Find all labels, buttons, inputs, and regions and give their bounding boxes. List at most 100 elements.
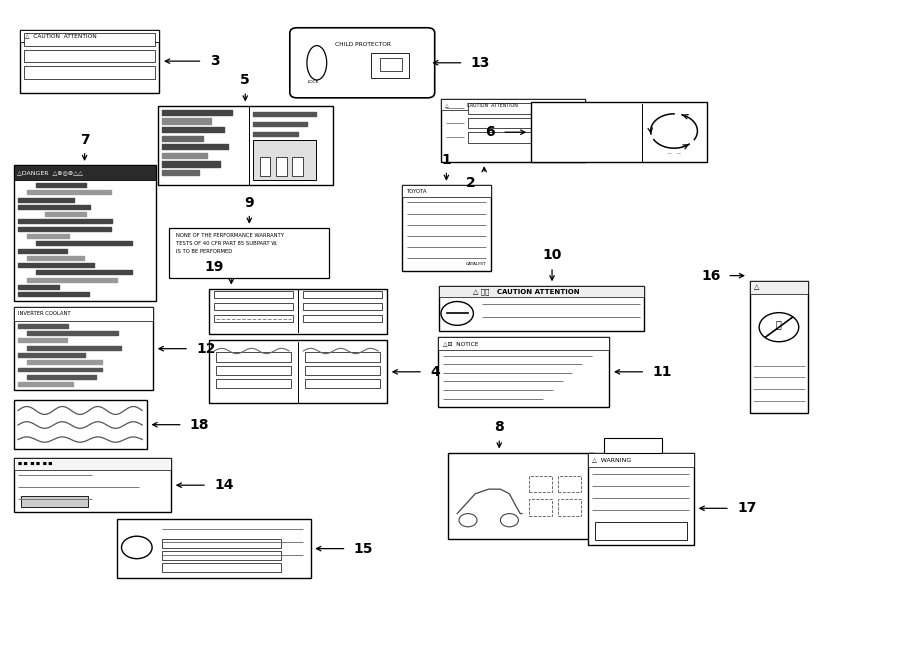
Bar	[468, 118, 580, 128]
Bar	[588, 453, 694, 467]
Text: △: △	[754, 284, 760, 291]
Bar	[531, 102, 706, 162]
Text: 14: 14	[214, 478, 234, 492]
Bar	[439, 286, 644, 297]
Text: ~  ~: ~ ~	[667, 151, 681, 157]
Bar	[305, 379, 380, 388]
Bar	[214, 303, 292, 310]
Text: TESTS OF 40 CFR PART 85 SUBPART W.: TESTS OF 40 CFR PART 85 SUBPART W.	[176, 241, 278, 247]
Bar	[303, 315, 382, 322]
Bar	[448, 453, 594, 539]
Bar	[216, 379, 291, 388]
Bar	[216, 352, 291, 362]
Text: 11: 11	[652, 365, 672, 379]
Text: 8: 8	[494, 420, 504, 434]
Bar	[162, 563, 281, 572]
Bar	[169, 228, 329, 278]
Bar	[305, 366, 380, 375]
Bar	[20, 30, 159, 93]
Text: △DANGER  △⊗◎⊗△△: △DANGER △⊗◎⊗△△	[17, 170, 83, 175]
Bar	[162, 539, 281, 548]
Bar	[209, 340, 387, 403]
Text: 15: 15	[354, 541, 373, 556]
Text: 7: 7	[80, 133, 89, 147]
Text: TOYOTA: TOYOTA	[407, 188, 428, 194]
Bar	[750, 281, 808, 413]
Text: 6: 6	[485, 125, 495, 139]
Bar	[162, 551, 281, 560]
Bar	[216, 366, 291, 375]
FancyBboxPatch shape	[290, 28, 435, 98]
Text: INVERTER COOLANT: INVERTER COOLANT	[18, 311, 70, 317]
Text: 4: 4	[430, 365, 440, 379]
Bar	[441, 99, 585, 162]
Bar	[253, 140, 316, 180]
Bar	[380, 58, 402, 71]
Text: △⊟  NOTICE: △⊟ NOTICE	[443, 341, 478, 346]
Text: 5: 5	[240, 73, 250, 87]
Bar	[20, 30, 159, 42]
Text: 18: 18	[190, 418, 210, 432]
Text: 2: 2	[466, 176, 475, 190]
Bar	[14, 458, 171, 512]
Bar	[14, 165, 156, 180]
Bar	[529, 476, 552, 492]
Text: △  CAUTION  ATTENTION: △ CAUTION ATTENTION	[25, 33, 97, 38]
Bar	[24, 66, 155, 79]
Text: △ 警告   CAUTION ATTENTION: △ 警告 CAUTION ATTENTION	[473, 288, 580, 295]
Text: 19: 19	[204, 260, 224, 274]
Bar	[21, 496, 88, 507]
Bar	[14, 307, 153, 321]
Text: CATALYST: CATALYST	[465, 262, 486, 266]
Bar	[558, 499, 580, 516]
Bar	[371, 53, 409, 78]
Bar	[214, 291, 292, 298]
Ellipse shape	[307, 46, 327, 80]
Text: △  WARNING: △ WARNING	[592, 457, 632, 463]
Text: 17: 17	[737, 501, 757, 516]
Bar	[303, 303, 382, 310]
Text: ■ ■  ■ ■  ■ ■: ■ ■ ■ ■ ■ ■	[18, 462, 52, 466]
Text: 13: 13	[471, 56, 491, 70]
Bar	[214, 315, 292, 322]
Bar	[438, 337, 609, 350]
Bar	[158, 106, 333, 185]
Bar	[441, 99, 585, 110]
Bar	[24, 33, 155, 46]
Text: △            CAUTION  ATTENTION: △ CAUTION ATTENTION	[445, 102, 518, 107]
Bar	[305, 352, 380, 362]
Bar	[529, 499, 552, 516]
Bar	[468, 103, 580, 114]
Bar	[117, 519, 310, 578]
Bar	[292, 157, 302, 176]
Bar	[209, 289, 387, 334]
Bar	[402, 185, 491, 197]
Bar	[14, 307, 153, 390]
Text: 1: 1	[442, 153, 451, 167]
Text: 3: 3	[210, 54, 220, 68]
Bar	[259, 157, 270, 176]
Bar	[468, 132, 580, 143]
Bar	[558, 476, 580, 492]
Text: NONE OF THE PERFORMANCE WARRANTY: NONE OF THE PERFORMANCE WARRANTY	[176, 233, 284, 239]
Text: 9: 9	[245, 196, 254, 210]
Bar	[14, 165, 156, 301]
Bar	[275, 157, 286, 176]
Bar	[438, 337, 609, 407]
Bar	[14, 458, 171, 470]
Bar	[604, 438, 662, 453]
Bar	[303, 291, 382, 298]
Text: 📵: 📵	[776, 319, 782, 330]
Bar	[402, 185, 491, 271]
Text: IS TO BE PERFORMED: IS TO BE PERFORMED	[176, 249, 232, 254]
Bar	[439, 286, 644, 330]
Text: 10: 10	[543, 249, 562, 262]
Bar	[595, 522, 687, 540]
Text: 12: 12	[196, 342, 216, 356]
Bar	[750, 281, 808, 294]
Bar	[588, 453, 694, 545]
Bar	[14, 400, 147, 449]
Text: CHILD PROTECTOR: CHILD PROTECTOR	[335, 42, 391, 48]
Text: 16: 16	[701, 268, 721, 283]
Bar	[24, 50, 155, 62]
